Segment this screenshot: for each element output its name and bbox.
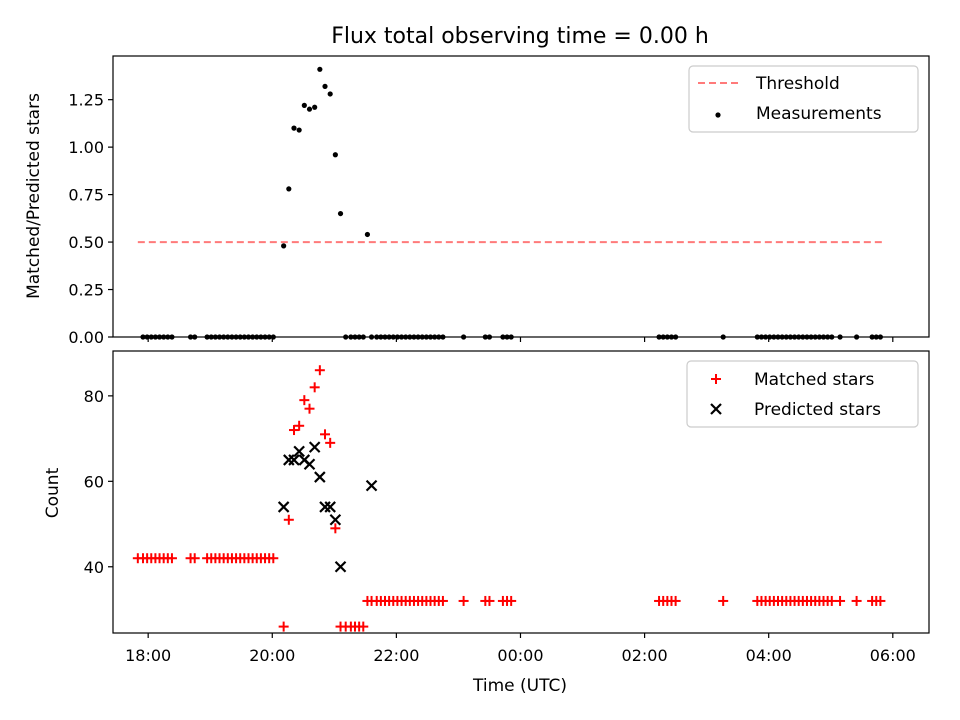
count-y-axis-label: Count (43, 467, 63, 518)
matched-star-point (851, 595, 862, 606)
matched-star-point (506, 595, 517, 606)
matched-star-point (835, 595, 846, 606)
ratio-panel: 0.00 0.25 0.50 0.75 1.00 1.25 Matched/Predict… (24, 55, 930, 347)
measurement-point (312, 104, 318, 110)
legend-matched-swatch (711, 374, 721, 384)
measurement-point (364, 231, 371, 238)
matched-star-point (309, 382, 320, 393)
x-tick-label: 18:00 (125, 646, 171, 665)
predicted-star-point (365, 479, 378, 492)
count-panel: 40 60 80 18:00 20:00 22:00 00:00 02:00 04:00 06:… (43, 350, 930, 696)
figure-title: Flux total observing time = 0.00 h (331, 24, 709, 49)
y-tick-label: 80 (84, 387, 104, 406)
x-tick-label: 02:00 (622, 646, 668, 665)
predicted-star-point (288, 454, 300, 466)
predicted-star-point (329, 513, 342, 526)
y-tick-label: 40 (84, 558, 104, 577)
ratio-y-axis-label: Matched/Predicted stars (24, 93, 44, 299)
y-tick-label: 0.25 (68, 281, 104, 300)
x-tick-label: 04:00 (746, 646, 792, 665)
measurement-point (291, 125, 297, 131)
matched-star-point (670, 595, 681, 606)
measurement-point (301, 102, 307, 108)
predicted-star-point (293, 445, 305, 458)
y-tick-label: 0.50 (68, 233, 104, 252)
legend-measurements-swatch (715, 112, 721, 118)
x-tick-label: 06:00 (870, 646, 916, 665)
measurements-layer (140, 66, 883, 340)
matched-star-point (314, 365, 325, 376)
matched-star-point (299, 395, 310, 406)
y-tick-label: 1.00 (68, 138, 104, 157)
predicted-star-point (314, 471, 326, 483)
matched-star-point (325, 437, 336, 448)
matched-star-point (458, 595, 469, 606)
matched-star-point (718, 595, 729, 606)
x-axis-label: Time (UTC) (472, 676, 567, 696)
matched-star-point (294, 420, 305, 431)
matched-star-point (875, 595, 886, 606)
matched-star-point (437, 595, 448, 606)
x-tick-label: 22:00 (373, 646, 419, 665)
ratio-x-axis-ticks (147, 337, 894, 342)
measurement-point (281, 243, 287, 249)
ratio-legend: Threshold Measurements (688, 65, 919, 133)
measurement-point (322, 83, 328, 89)
matched-star-point (268, 553, 279, 564)
legend-matched-label: Matched stars (754, 370, 874, 390)
matched-stars-layer (132, 365, 886, 632)
matched-star-point (320, 429, 331, 440)
matched-star-point (278, 621, 289, 632)
measurement-point (306, 106, 313, 112)
y-tick-label: 1.25 (68, 91, 104, 110)
measurement-point (296, 127, 302, 133)
matched-star-point (283, 514, 294, 525)
y-tick-label: 0.00 (68, 328, 104, 347)
legend-predicted-marker (710, 403, 722, 415)
predicted-star-point (324, 501, 336, 513)
matched-star-point (288, 425, 299, 436)
y-tick-label: 0.75 (68, 186, 104, 205)
measurement-point (332, 152, 338, 158)
measurement-point (327, 91, 333, 97)
legend-predicted-label: Predicted stars (754, 400, 881, 420)
predicted-stars-layer (277, 441, 378, 573)
legend-predicted-swatch (710, 403, 722, 415)
measurement-point (337, 210, 344, 217)
count-x-axis-ticks: 18:00 20:00 22:00 00:00 02:00 04:00 06:00 (125, 633, 916, 665)
predicted-star-point (308, 441, 321, 453)
matched-star-point (189, 553, 200, 564)
matched-star-point (358, 621, 369, 632)
predicted-star-point (334, 560, 347, 573)
matched-star-point (304, 403, 315, 414)
ratio-y-axis-ticks: 0.00 0.25 0.50 0.75 1.00 1.25 (68, 91, 113, 347)
x-tick-label: 00:00 (497, 646, 543, 665)
legend-matched-marker (711, 374, 721, 384)
ratio-plot-frame (112, 55, 930, 338)
measurement-point (317, 66, 323, 72)
matched-star-point (330, 523, 341, 534)
legend-threshold-label: Threshold (755, 74, 840, 94)
x-tick-label: 20:00 (249, 646, 295, 665)
measurement-point (286, 186, 292, 192)
count-y-axis-ticks: 40 60 80 (84, 387, 113, 577)
predicted-star-point (277, 501, 290, 513)
matched-star-point (166, 553, 177, 564)
y-tick-label: 60 (84, 472, 104, 491)
count-plot-frame (112, 350, 930, 634)
predicted-star-point (303, 458, 316, 471)
count-legend: Matched stars Predicted stars (686, 360, 919, 428)
matched-star-point (484, 595, 495, 606)
legend-measurements-label: Measurements (756, 104, 882, 124)
